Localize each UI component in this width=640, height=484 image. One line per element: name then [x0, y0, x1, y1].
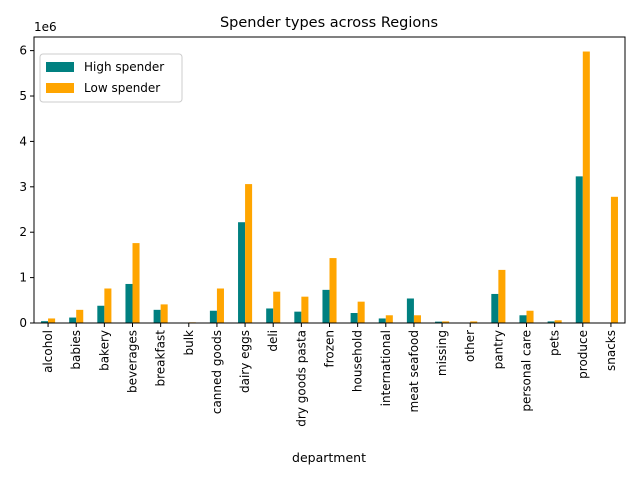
legend-swatch — [46, 62, 74, 72]
bar-high-beverages — [125, 284, 132, 323]
x-tick-label: pantry — [491, 330, 505, 369]
x-tick-label: missing — [435, 330, 449, 376]
bar-low-breakfast — [161, 304, 168, 323]
x-tick-label: household — [351, 330, 365, 392]
x-tick-label: pets — [548, 330, 562, 356]
bar-low-international — [386, 315, 393, 323]
bar-high-deli — [266, 308, 273, 323]
bar-high-produce — [576, 176, 583, 323]
bar-high-meat-seafood — [407, 298, 414, 323]
x-tick-label: bulk — [182, 330, 196, 356]
x-tick-label: dairy eggs — [238, 330, 252, 393]
x-axis-ticks: alcohol babies bakery beverages breakfast bul… — [41, 323, 618, 427]
bar-low-personal-care — [527, 311, 534, 323]
legend-label: Low spender — [84, 81, 160, 95]
y-tick-label: 0 — [19, 316, 27, 330]
x-tick-label: alcohol — [41, 330, 55, 373]
bar-low-dry-goods-pasta — [301, 297, 308, 323]
x-tick-label: beverages — [126, 330, 140, 393]
x-tick-label: frozen — [323, 330, 337, 368]
bar-low-alcohol — [48, 318, 55, 323]
bar-high-pantry — [491, 294, 498, 323]
x-tick-label: deli — [266, 330, 280, 352]
x-tick-label: produce — [576, 330, 590, 379]
bar-low-beverages — [133, 243, 140, 323]
bar-low-dairy-eggs — [245, 184, 252, 323]
bar-low-meat-seafood — [414, 315, 421, 323]
legend: High spender Low spender — [40, 54, 182, 102]
bar-high-household — [351, 313, 358, 323]
bar-low-household — [358, 302, 365, 323]
bar-low-frozen — [330, 258, 337, 323]
bar-high-international — [379, 318, 386, 323]
bar-high-babies — [69, 318, 76, 323]
y-tick-label: 4 — [19, 134, 27, 148]
bar-high-personal-care — [519, 315, 526, 323]
y-tick-label: 5 — [19, 89, 27, 103]
x-tick-label: bakery — [97, 330, 111, 371]
y-tick-label: 6 — [19, 44, 27, 58]
x-tick-label: canned goods — [210, 330, 224, 414]
x-tick-label: other — [463, 330, 477, 362]
x-tick-label: meat seafood — [407, 330, 421, 412]
y-tick-label: 2 — [19, 225, 27, 239]
chart-title: Spender types across Regions — [220, 15, 438, 31]
bar-high-canned-goods — [210, 311, 217, 323]
bar-low-snacks — [611, 197, 618, 323]
y-axis-offset-label: 1e6 — [34, 20, 57, 34]
x-axis-label: department — [292, 450, 366, 465]
bar-high-breakfast — [154, 310, 161, 323]
x-tick-label: snacks — [604, 330, 618, 371]
legend-swatch — [46, 83, 74, 93]
bar-low-babies — [76, 310, 83, 323]
bar-high-bakery — [97, 306, 104, 323]
y-tick-label: 3 — [19, 180, 27, 194]
bar-high-dairy-eggs — [238, 222, 245, 323]
y-tick-label: 1 — [19, 271, 27, 285]
bar-low-bakery — [104, 289, 111, 324]
bar-high-frozen — [322, 290, 329, 323]
bar-low-produce — [583, 52, 590, 323]
bar-high-dry-goods-pasta — [294, 312, 301, 323]
x-tick-label: dry goods pasta — [294, 330, 308, 427]
bar-low-pantry — [498, 270, 505, 323]
legend-label: High spender — [84, 60, 164, 74]
x-tick-label: babies — [69, 330, 83, 370]
bar-low-deli — [273, 292, 280, 323]
bar-low-canned-goods — [217, 289, 224, 324]
y-axis-ticks: 0 1 2 3 4 5 6 — [19, 44, 34, 330]
x-tick-label: personal care — [520, 330, 534, 412]
x-tick-label: breakfast — [154, 330, 168, 387]
x-tick-label: international — [379, 330, 393, 406]
